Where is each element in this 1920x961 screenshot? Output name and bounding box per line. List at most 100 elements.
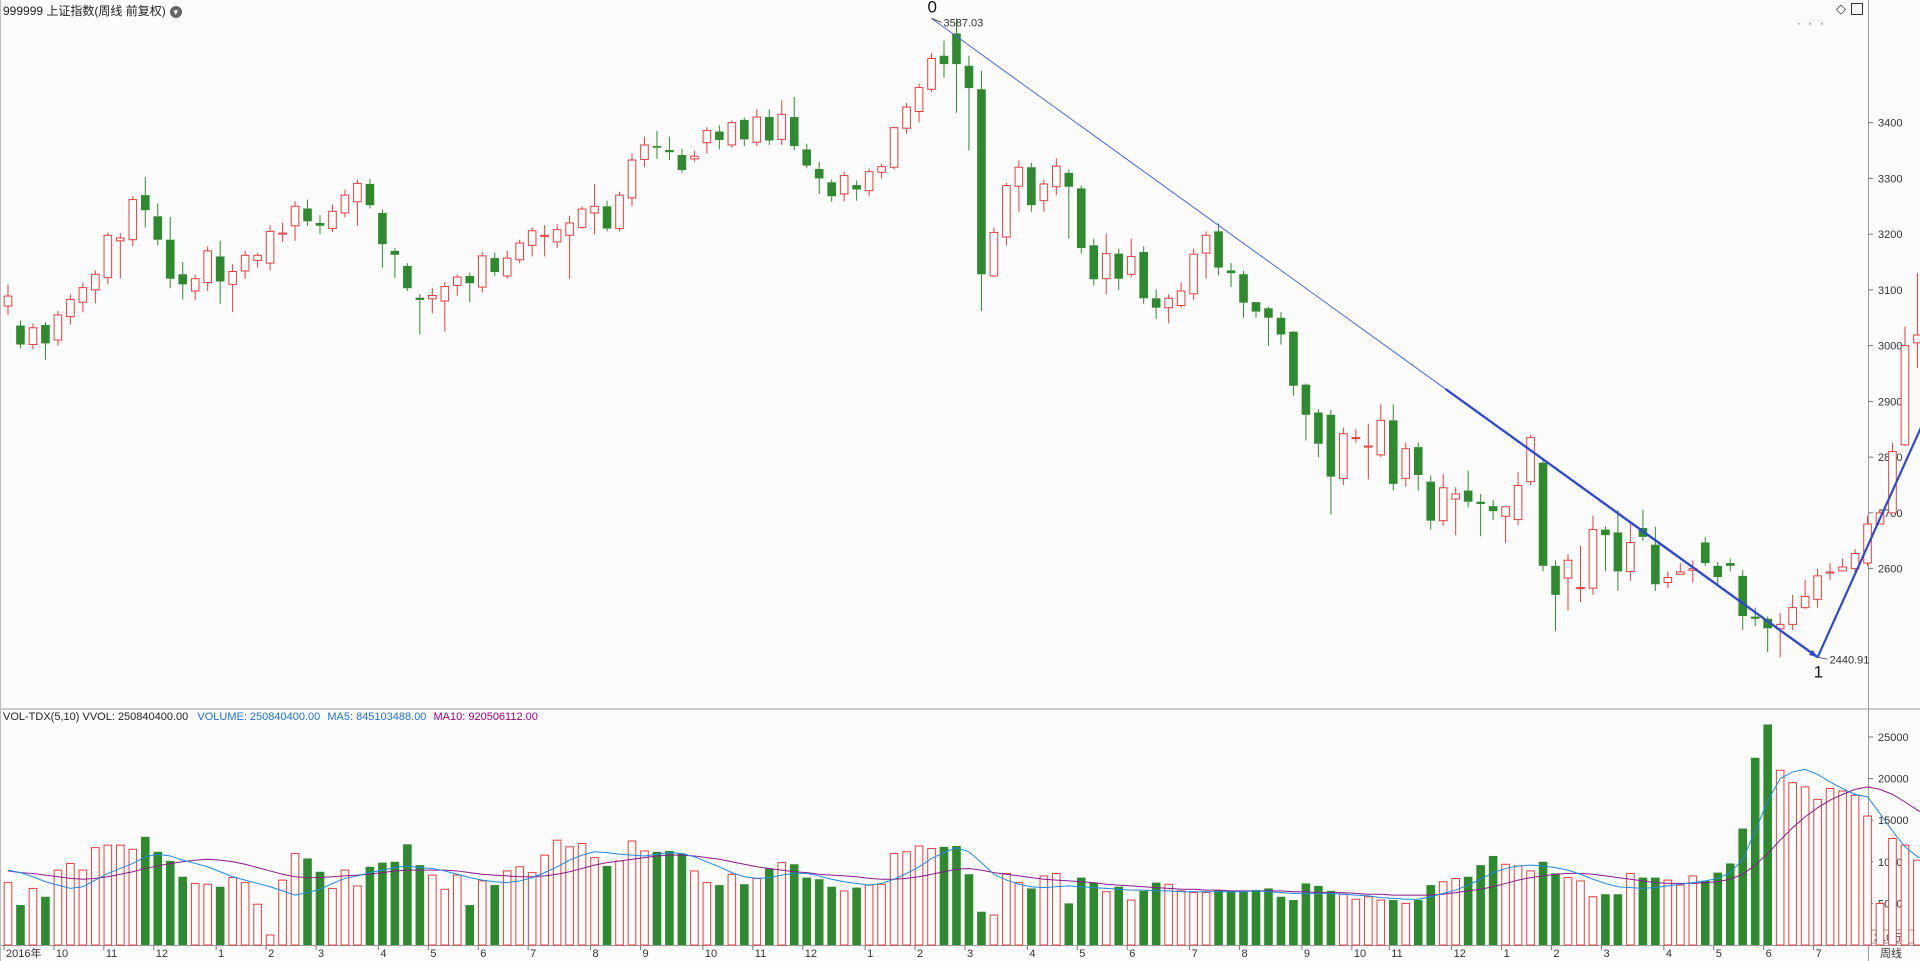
volume-bar-up[interactable] <box>452 874 462 946</box>
volume-bar-up[interactable] <box>1850 794 1860 946</box>
volume-bar-down[interactable] <box>165 860 175 945</box>
candle-down[interactable] <box>1750 616 1760 619</box>
candle-down[interactable] <box>1226 270 1236 274</box>
volume-bar-down[interactable] <box>1139 890 1148 945</box>
candle-down[interactable] <box>602 206 612 229</box>
volume-bar-up[interactable] <box>1126 899 1136 946</box>
candle-down[interactable] <box>16 325 25 345</box>
volume-bar-up[interactable] <box>1688 875 1698 946</box>
volume-bar-up[interactable] <box>1189 892 1198 946</box>
candle-down[interactable] <box>378 212 387 245</box>
volume-bar-down[interactable] <box>1725 863 1735 945</box>
candle-up[interactable] <box>540 234 549 237</box>
candle-down[interactable] <box>952 33 961 65</box>
volume-bar-up[interactable] <box>590 857 599 946</box>
volume-bar-down[interactable] <box>1613 894 1623 945</box>
volume-bar-up[interactable] <box>3 882 13 946</box>
volume-bar-down[interactable] <box>1638 877 1648 945</box>
candle-up[interactable] <box>1588 529 1598 589</box>
volume-bar-down[interactable] <box>415 865 425 945</box>
volume-bar-up[interactable] <box>527 872 537 946</box>
candle-up[interactable] <box>128 199 138 241</box>
candle-up[interactable] <box>477 255 487 288</box>
candle-down[interactable] <box>303 208 312 222</box>
volume-bar-down[interactable] <box>1151 882 1161 945</box>
candle-down[interactable] <box>1763 618 1772 629</box>
candle-up[interactable] <box>190 278 200 292</box>
candle-up[interactable] <box>839 175 849 195</box>
volume-bar-up[interactable] <box>290 852 300 946</box>
volume-bar-up[interactable] <box>1101 891 1111 946</box>
volume-bar-up[interactable] <box>752 877 762 946</box>
candle-up[interactable] <box>727 122 737 146</box>
volume-bar-up[interactable] <box>66 862 75 946</box>
candle-up[interactable] <box>1189 253 1198 295</box>
volume-bar-down[interactable] <box>1264 888 1273 945</box>
volume-bar-down[interactable] <box>378 862 387 945</box>
candle-down[interactable] <box>365 183 375 206</box>
volume-bar-up[interactable] <box>1563 877 1573 946</box>
volume-bar-up[interactable] <box>328 887 337 946</box>
candle-up[interactable] <box>428 294 437 300</box>
volume-bar-up[interactable] <box>1401 902 1411 946</box>
candle-up[interactable] <box>440 286 450 302</box>
volume-bar-down[interactable] <box>1301 883 1311 945</box>
candle-up[interactable] <box>340 194 350 214</box>
volume-bar-up[interactable] <box>1002 872 1011 946</box>
volume-bar-down[interactable] <box>1476 865 1485 945</box>
volume-bar-up[interactable] <box>91 847 100 946</box>
volume-bar-up[interactable] <box>1813 798 1822 946</box>
candle-down[interactable] <box>764 117 774 141</box>
volume-bar-up[interactable] <box>927 847 936 946</box>
volume-bar-down[interactable] <box>715 885 724 945</box>
volume-bar-down[interactable] <box>665 850 674 945</box>
candle-down[interactable] <box>677 154 687 171</box>
candle-up[interactable] <box>1663 577 1673 584</box>
volume-bar-down[interactable] <box>1413 900 1423 945</box>
candle-up[interactable] <box>1126 255 1136 275</box>
volume-bar-down[interactable] <box>1713 872 1723 945</box>
volume-bar-down[interactable] <box>1738 828 1748 946</box>
candle-down[interactable] <box>1239 274 1248 303</box>
volume-bar-up[interactable] <box>1364 896 1373 946</box>
volume-bar-up[interactable] <box>777 862 787 946</box>
candle-down[interactable] <box>1651 544 1660 585</box>
volume-bar-down[interactable] <box>977 911 986 945</box>
volume-bar-up[interactable] <box>1201 892 1211 946</box>
volume-bar-up[interactable] <box>577 842 587 946</box>
candle-down[interactable] <box>390 250 400 255</box>
volume-bar-down[interactable] <box>1076 877 1086 945</box>
candle-down[interactable] <box>1738 575 1748 617</box>
candle-up[interactable] <box>91 273 100 291</box>
candle-up[interactable] <box>228 270 237 285</box>
candle-down[interactable] <box>215 256 225 282</box>
volume-bar-up[interactable] <box>864 884 874 946</box>
volume-bar-up[interactable] <box>428 874 437 946</box>
volume-bar-up[interactable] <box>690 870 699 946</box>
candle-up[interactable] <box>3 295 13 307</box>
volume-bar-up[interactable] <box>702 882 712 946</box>
volume-bar-up[interactable] <box>1913 859 1920 946</box>
volume-bar-down[interactable] <box>1326 890 1336 945</box>
candle-up[interactable] <box>1101 253 1111 280</box>
volume-bar-up[interactable] <box>1588 896 1598 946</box>
candle-up[interactable] <box>1351 437 1361 440</box>
candle-down[interactable] <box>1064 172 1074 187</box>
volume-bar-down[interactable] <box>1488 855 1498 945</box>
volume-bar-up[interactable] <box>477 880 487 946</box>
volume-bar-down[interactable] <box>1214 890 1223 945</box>
volume-bar-up[interactable] <box>1014 882 1024 946</box>
volume-bar-down[interactable] <box>1027 888 1036 945</box>
candle-down[interactable] <box>1538 462 1548 566</box>
candle-up[interactable] <box>78 287 88 303</box>
volume-bar-up[interactable] <box>727 873 737 946</box>
candle-up[interactable] <box>1176 290 1186 306</box>
volume-bar-down[interactable] <box>952 845 961 945</box>
volume-bar-up[interactable] <box>253 903 262 946</box>
candle-down[interactable] <box>165 239 175 279</box>
candle-up[interactable] <box>1364 445 1373 448</box>
candle-down[interactable] <box>1027 167 1036 206</box>
candle-up[interactable] <box>1438 487 1448 522</box>
volume-bar-up[interactable] <box>265 934 275 946</box>
